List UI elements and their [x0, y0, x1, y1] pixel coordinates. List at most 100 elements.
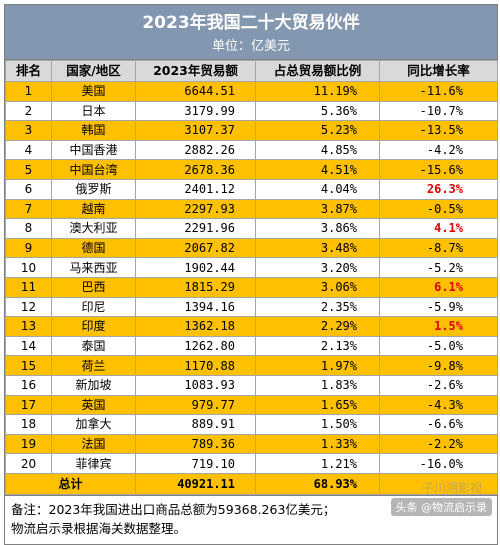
share-cell: 2.35%	[256, 297, 380, 317]
share-cell: 1.83%	[256, 375, 380, 395]
rank-cell: 1	[6, 82, 52, 102]
rank-cell: 8	[6, 219, 52, 239]
rank-cell: 9	[6, 238, 52, 258]
rank-cell: 14	[6, 336, 52, 356]
faint-watermark: 子川溯影视	[422, 479, 482, 496]
rank-cell: 7	[6, 199, 52, 219]
share-cell: 1.33%	[256, 434, 380, 454]
share-cell: 2.29%	[256, 317, 380, 337]
trade-value-cell: 2401.12	[136, 179, 256, 199]
country-cell: 日本	[52, 101, 136, 121]
rank-cell: 10	[6, 258, 52, 278]
rank-cell: 5	[6, 160, 52, 180]
country-cell: 菲律宾	[52, 454, 136, 474]
country-cell: 泰国	[52, 336, 136, 356]
country-cell: 美国	[52, 82, 136, 102]
footnote-line-2: 物流启示录根据海关数据整理。	[11, 519, 491, 538]
growth-cell: -8.7%	[380, 238, 498, 258]
trade-value-cell: 1394.16	[136, 297, 256, 317]
share-cell: 2.13%	[256, 336, 380, 356]
trade-value-cell: 1170.88	[136, 356, 256, 376]
header-country: 国家/地区	[52, 61, 136, 82]
growth-cell: -16.0%	[380, 454, 498, 474]
share-cell: 4.85%	[256, 140, 380, 160]
growth-cell: -5.0%	[380, 336, 498, 356]
share-cell: 3.20%	[256, 258, 380, 278]
country-cell: 韩国	[52, 121, 136, 141]
trade-value-cell: 1902.44	[136, 258, 256, 278]
country-cell: 澳大利亚	[52, 219, 136, 239]
rank-cell: 16	[6, 375, 52, 395]
rank-cell: 19	[6, 434, 52, 454]
rank-cell: 6	[6, 179, 52, 199]
rank-cell: 11	[6, 277, 52, 297]
rank-cell: 20	[6, 454, 52, 474]
growth-cell: 26.3%	[380, 179, 498, 199]
growth-cell: -4.2%	[380, 140, 498, 160]
growth-cell: 6.1%	[380, 277, 498, 297]
trade-value-cell: 2067.82	[136, 238, 256, 258]
share-cell: 4.51%	[256, 160, 380, 180]
trade-value-cell: 2291.96	[136, 219, 256, 239]
total-share: 68.93%	[256, 473, 380, 494]
rank-cell: 15	[6, 356, 52, 376]
trade-value-cell: 889.91	[136, 415, 256, 435]
country-cell: 印尼	[52, 297, 136, 317]
growth-cell: -10.7%	[380, 101, 498, 121]
rank-cell: 3	[6, 121, 52, 141]
country-cell: 德国	[52, 238, 136, 258]
total-value: 40921.11	[136, 473, 256, 494]
country-cell: 俄罗斯	[52, 179, 136, 199]
trade-value-cell: 3107.37	[136, 121, 256, 141]
source-watermark: 头条 @物流启示录	[391, 498, 493, 516]
trade-value-cell: 2297.93	[136, 199, 256, 219]
country-cell: 加拿大	[52, 415, 136, 435]
trade-value-cell: 3179.99	[136, 101, 256, 121]
country-cell: 中国台湾	[52, 160, 136, 180]
header-growth: 同比增长率	[380, 61, 498, 82]
trade-value-cell: 6644.51	[136, 82, 256, 102]
growth-cell: -15.6%	[380, 160, 498, 180]
growth-cell: -4.3%	[380, 395, 498, 415]
trade-value-cell: 1083.93	[136, 375, 256, 395]
growth-cell: -6.6%	[380, 415, 498, 435]
header-share: 占总贸易额比例	[256, 61, 380, 82]
rank-cell: 2	[6, 101, 52, 121]
share-cell: 3.86%	[256, 219, 380, 239]
country-cell: 马来西亚	[52, 258, 136, 278]
growth-cell: -0.5%	[380, 199, 498, 219]
share-cell: 3.87%	[256, 199, 380, 219]
total-label: 总计	[6, 473, 136, 494]
share-cell: 1.50%	[256, 415, 380, 435]
growth-cell: 4.1%	[380, 219, 498, 239]
unit-subtitle: 单位：亿美元	[5, 38, 497, 56]
header-trade-value: 2023年贸易额	[136, 61, 256, 82]
country-cell: 荷兰	[52, 356, 136, 376]
rank-cell: 13	[6, 317, 52, 337]
share-cell: 5.23%	[256, 121, 380, 141]
rank-cell: 12	[6, 297, 52, 317]
share-cell: 3.48%	[256, 238, 380, 258]
share-cell: 5.36%	[256, 101, 380, 121]
rank-cell: 17	[6, 395, 52, 415]
growth-cell: -5.9%	[380, 297, 498, 317]
trade-partners-sheet: 2023年我国二十大贸易伙伴 单位：亿美元 排名 国家/地区 2023年贸易额 …	[4, 4, 498, 545]
